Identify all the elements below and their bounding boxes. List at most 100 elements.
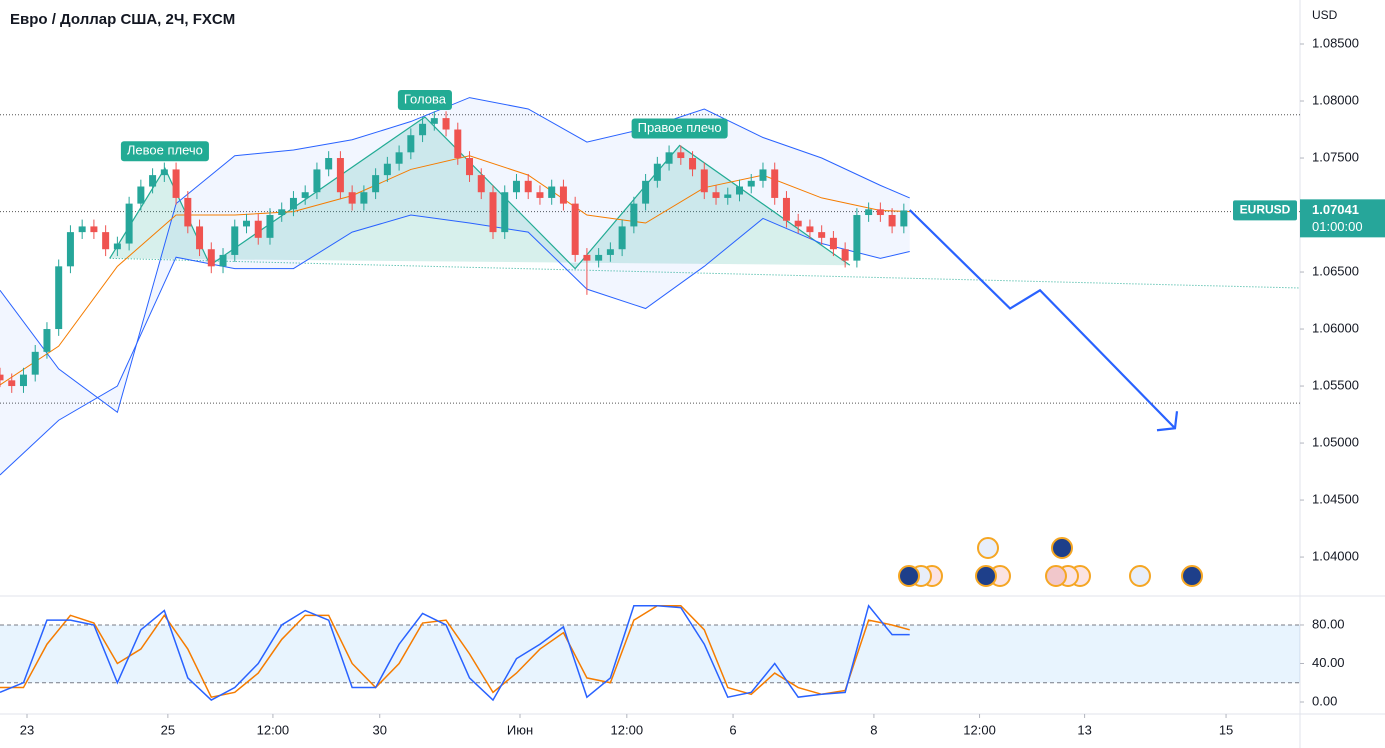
pattern-label-box [120,141,209,162]
oscillator-pane: 80.00 40.00 0.00 [0,604,1345,708]
candle-body [360,192,368,204]
candle-body [794,220,802,227]
pattern-label-box [631,118,728,139]
candle-body [430,118,438,124]
candle-body [559,186,567,204]
candle-body [348,192,356,204]
candle-body [43,329,51,352]
candle-body [137,186,145,204]
candle-body [724,194,732,198]
candle-body [172,169,180,198]
event-icon[interactable] [1181,565,1203,587]
forecast-arrowhead [1156,411,1179,432]
candle-body [712,192,720,198]
candle-body [383,163,391,176]
candle-body [853,215,861,261]
candle-body [689,158,697,170]
candle-body [583,254,591,261]
x-tick-label: 12:00 [611,722,644,737]
y-tick-label: 1.05000 [1312,434,1359,449]
indicator-line [0,214,910,476]
candle-body [31,351,39,375]
event-icon[interactable] [1045,565,1067,587]
countdown-text: 01:00:00 [1312,219,1363,234]
pattern-label-box [397,89,452,110]
candle-body [231,226,239,255]
candle-body [90,226,98,233]
pattern-label: Левое плечо [120,141,209,162]
x-tick-label: 12:00 [963,722,996,737]
pattern-label-text: Правое плечо [638,120,722,135]
candle-body [888,215,896,227]
candle-body [900,210,908,227]
candle-body [207,249,215,267]
y-tick-label: 1.07500 [1312,149,1359,164]
neckline [109,257,1301,289]
price-tag [1300,199,1385,238]
indicator-line [0,97,910,414]
event-icon[interactable] [977,537,999,559]
candle-body [630,203,638,227]
candle-body [548,186,556,198]
candle-body [160,169,168,176]
series-line [0,604,910,699]
forecast-line [908,209,1176,429]
candle-body [782,197,790,221]
candle-body [336,158,344,193]
pattern-label-text: Голова [404,91,447,106]
y-tick-label: 1.04000 [1312,548,1359,563]
candle-body [642,180,650,204]
candle-body [806,226,814,233]
candle-body [372,175,380,193]
candle-body [266,215,274,238]
series-line [0,604,910,702]
candle-body [759,169,767,181]
candle-body [477,175,485,193]
x-tick-label: 23 [20,722,34,737]
candle-body [196,226,204,250]
price-tag-text: 1.07041 [1312,202,1359,217]
x-tick-label: 6 [729,722,736,737]
candle-body [606,249,614,255]
candle-body [501,192,509,233]
y-tick-label: 1.06000 [1312,320,1359,335]
x-tick-label: 13 [1077,722,1091,737]
candle-body [325,158,333,170]
candle-body [677,152,685,159]
chart-title: Евро / Доллар США, 2Ч, FXCM [10,11,235,28]
event-icon[interactable] [975,565,997,587]
band-fill [0,97,910,475]
symbol-tag [1233,200,1297,221]
x-tick-label: 8 [870,722,877,737]
candle-body [0,374,4,381]
candle-body [442,118,450,130]
candle-body [313,169,321,193]
candle-body [66,232,74,267]
candle-body [254,220,262,238]
candle-body [301,192,309,198]
band-fill [0,624,1300,683]
event-icon[interactable] [1129,565,1151,587]
candle-body [747,180,755,187]
candle-body [289,197,297,210]
y-tick-label: 1.05500 [1312,377,1359,392]
candle-body [736,186,744,195]
pattern-label: Голова [397,89,452,110]
candle-body [829,237,837,250]
y-tick-label: 0.00 [1312,693,1337,708]
event-icon[interactable] [1051,537,1073,559]
candle-body [113,243,121,250]
candle-body [243,220,251,227]
pattern-fill [109,116,850,269]
candle-body [512,180,520,193]
candle-body [536,192,544,198]
y-tick-label: 1.06500 [1312,263,1359,278]
price-pane: 1.085001.080001.075001.070001.065001.060… [0,35,1385,737]
event-icon[interactable] [898,565,920,587]
x-tick-label: 15 [1219,722,1233,737]
candle-body [818,232,826,238]
candle-body [407,135,415,153]
candle-body [125,203,133,244]
y-tick-label: 1.08500 [1312,35,1359,50]
y-tick-label: 1.08000 [1312,92,1359,107]
